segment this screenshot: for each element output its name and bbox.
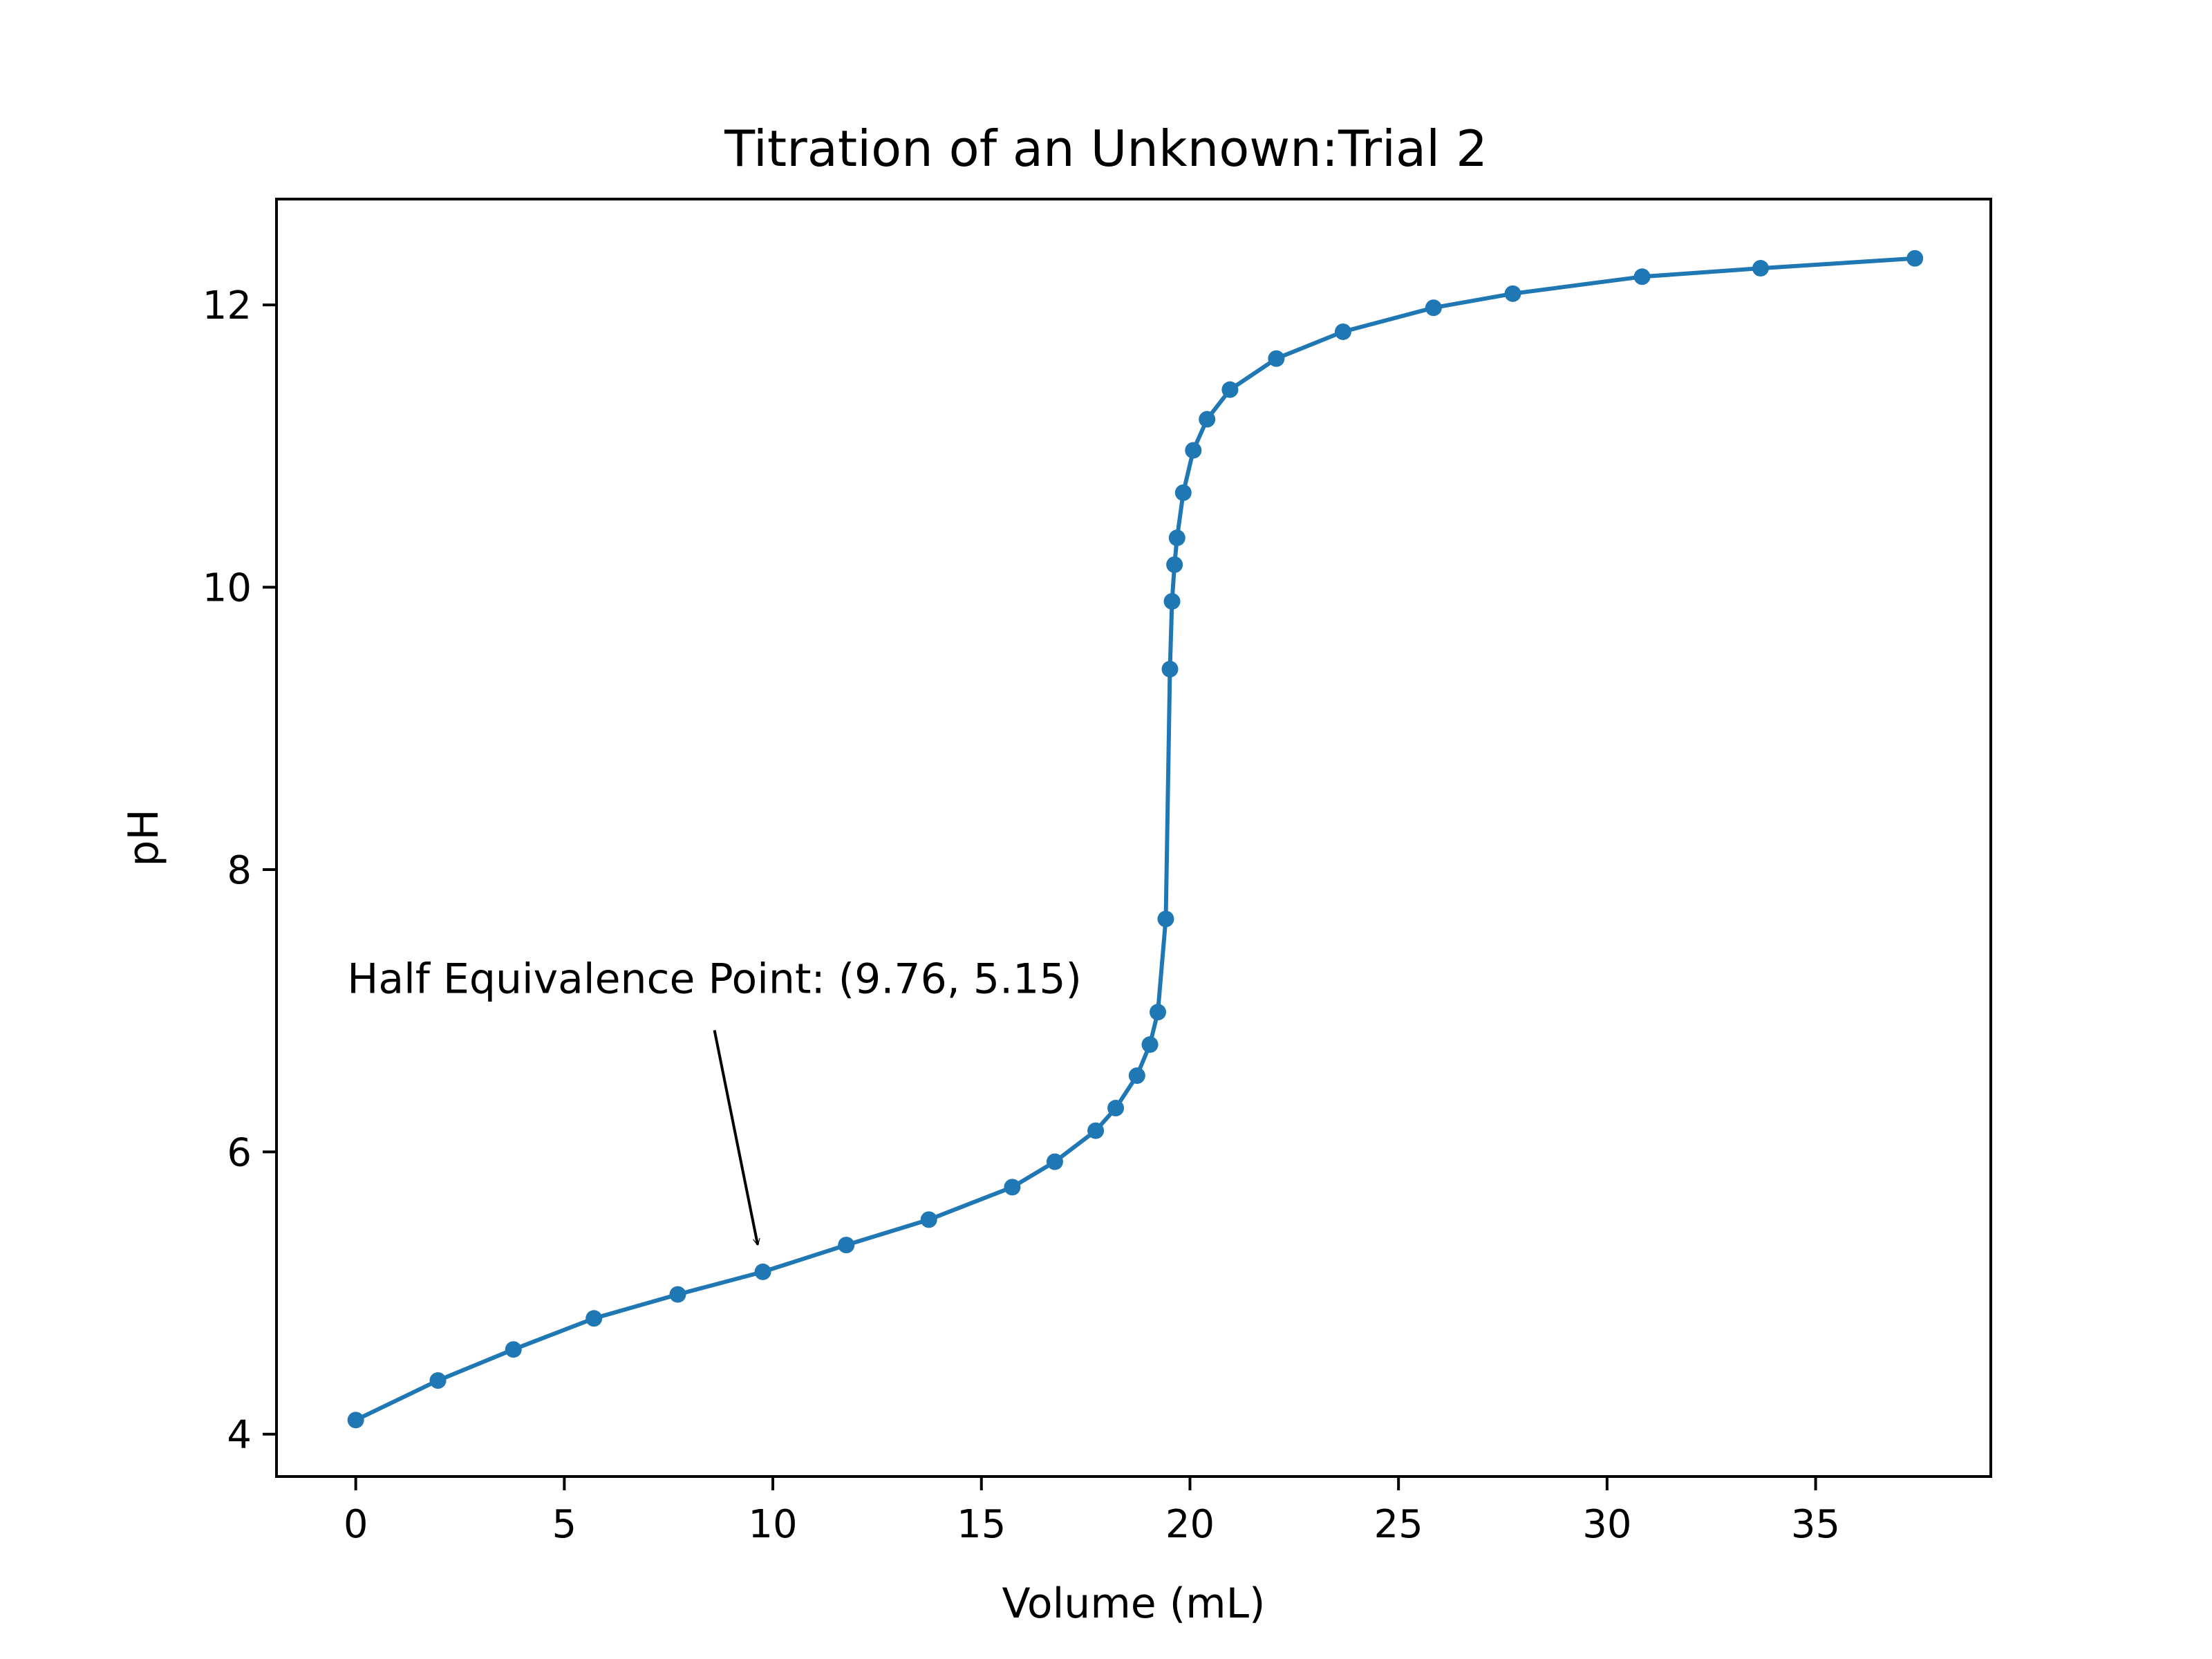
data-point (1166, 556, 1183, 573)
data-point (1425, 299, 1442, 317)
data-point (1633, 268, 1651, 285)
data-point (1141, 1036, 1159, 1053)
x-tick-label: 25 (1374, 1502, 1423, 1547)
data-point (1334, 323, 1351, 340)
x-tick-label: 10 (748, 1502, 797, 1547)
data-point (505, 1341, 522, 1358)
annotations: Half Equivalence Point: (9.76, 5.15) (347, 955, 1082, 1244)
data-point (1163, 592, 1181, 610)
data-point (754, 1263, 771, 1280)
data-point (1221, 381, 1239, 398)
y-tick-label: 12 (203, 283, 252, 328)
series-ph (347, 250, 1924, 1429)
data-point (1161, 660, 1179, 677)
chart-title: Titration of an Unknown:Trial 2 (724, 120, 1488, 178)
data-point (1004, 1179, 1021, 1196)
x-tick-label: 30 (1582, 1502, 1631, 1547)
data-point (920, 1211, 937, 1228)
data-point (1168, 529, 1185, 547)
data-point (838, 1237, 855, 1254)
annotation-text: Half Equivalence Point: (9.76, 5.15) (347, 955, 1082, 1003)
annotation-arrow (713, 1029, 758, 1244)
data-point (1752, 260, 1769, 277)
data-point (1107, 1100, 1125, 1117)
data-point (1504, 285, 1521, 302)
y-tick-label: 6 (227, 1130, 252, 1175)
data-point (1906, 250, 1924, 267)
x-axis-label: Volume (mL) (1002, 1580, 1266, 1628)
data-point (1199, 411, 1216, 428)
y-axis-label: pH (120, 809, 168, 866)
data-point (1157, 910, 1174, 928)
y-tick-label: 10 (203, 566, 252, 611)
x-tick-label: 0 (344, 1502, 368, 1547)
plot-frame (275, 198, 1992, 1478)
series-line (355, 256, 1915, 1423)
data-point (1149, 1004, 1166, 1021)
x-tick-label: 20 (1165, 1502, 1215, 1547)
data-point (429, 1372, 447, 1389)
data-point (669, 1286, 686, 1303)
data-point (1185, 442, 1202, 459)
data-point (1046, 1153, 1063, 1170)
axis-ticks: 0 5 10 15 20 25 30 35 4 6 8 10 12 (203, 283, 1840, 1547)
data-point (585, 1310, 603, 1327)
data-point (1128, 1067, 1145, 1085)
data-point (1087, 1122, 1105, 1139)
y-tick-label: 8 (227, 848, 252, 893)
x-tick-label: 15 (957, 1502, 1006, 1547)
x-tick-label: 35 (1791, 1502, 1840, 1547)
data-point (1268, 350, 1285, 367)
data-point (1174, 484, 1192, 501)
x-tick-label: 5 (552, 1502, 577, 1547)
data-point (347, 1412, 364, 1429)
y-tick-label: 4 (227, 1413, 252, 1458)
